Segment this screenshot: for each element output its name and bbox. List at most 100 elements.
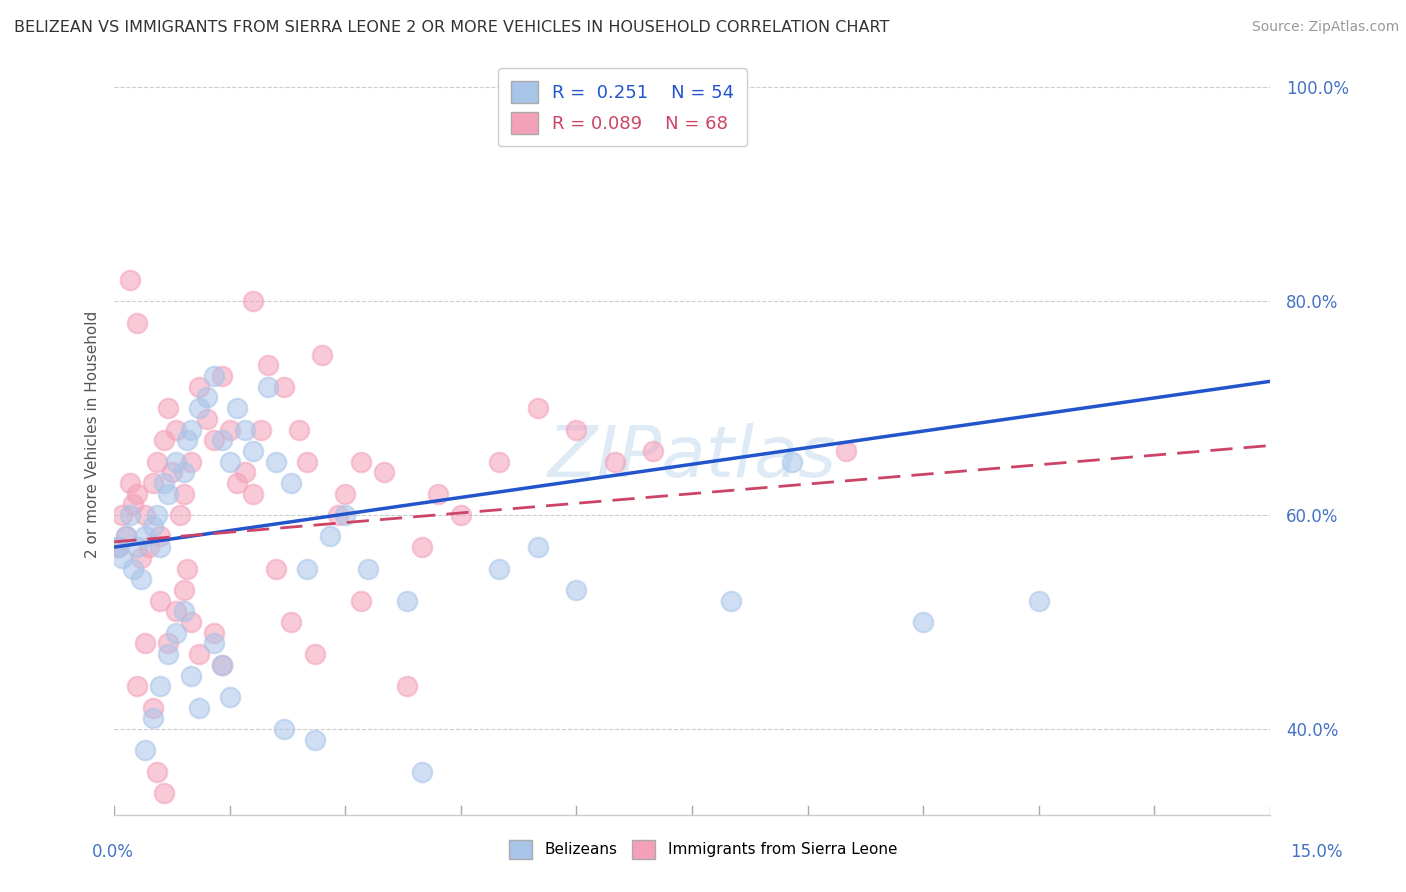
Point [157,401,180,416]
Point [202,636,225,650]
Point [912,615,935,629]
Point [153,433,176,447]
Point [118,508,141,522]
Point [273,722,295,736]
Point [565,423,588,437]
Point [311,348,333,362]
Point [218,454,240,468]
Point [720,593,742,607]
Point [169,508,191,522]
Point [153,786,176,800]
Point [1028,593,1050,607]
Point [138,540,160,554]
Point [142,700,165,714]
Point [288,423,311,437]
Text: Source: ZipAtlas.com: Source: ZipAtlas.com [1251,20,1399,34]
Point [180,615,202,629]
Point [257,359,280,373]
Point [149,529,172,543]
Point [395,679,418,693]
Point [134,508,156,522]
Point [180,454,202,468]
Point [122,561,145,575]
Point [242,294,264,309]
Legend: R =  0.251    N = 54, R = 0.089    N = 68: R = 0.251 N = 54, R = 0.089 N = 68 [498,68,747,146]
Point [280,475,302,490]
Point [411,764,433,779]
Point [180,668,202,682]
Point [127,316,149,330]
Point [304,647,326,661]
Y-axis label: 2 or more Vehicles in Household: 2 or more Vehicles in Household [86,311,100,558]
Point [335,486,357,500]
Point [195,412,218,426]
Point [187,700,209,714]
Point [176,561,198,575]
Point [233,423,256,437]
Point [111,550,134,565]
Point [118,273,141,287]
Point [295,561,318,575]
Point [780,454,803,468]
Point [304,732,326,747]
Text: BELIZEAN VS IMMIGRANTS FROM SIERRA LEONE 2 OR MORE VEHICLES IN HOUSEHOLD CORRELA: BELIZEAN VS IMMIGRANTS FROM SIERRA LEONE… [14,20,890,35]
Point [226,475,249,490]
Point [187,380,209,394]
Point [165,604,187,618]
Point [202,369,225,384]
Point [603,454,626,468]
Point [218,690,240,704]
Point [173,465,195,479]
Point [107,540,129,554]
Point [114,529,136,543]
Text: 0.0%: 0.0% [91,843,134,861]
Point [187,647,209,661]
Point [350,454,373,468]
Point [173,582,195,597]
Point [211,657,233,672]
Point [395,593,418,607]
Point [226,401,249,416]
Point [335,508,357,522]
Point [153,475,176,490]
Point [127,540,149,554]
Text: 15.0%: 15.0% [1291,843,1343,861]
Point [165,454,187,468]
Point [195,391,218,405]
Point [242,443,264,458]
Point [142,518,165,533]
Point [426,486,449,500]
Point [488,561,510,575]
Point [488,454,510,468]
Point [134,529,156,543]
Point [350,593,373,607]
Point [211,369,233,384]
Point [149,540,172,554]
Point [835,443,858,458]
Point [127,486,149,500]
Point [373,465,395,479]
Point [134,636,156,650]
Point [129,572,152,586]
Point [134,743,156,757]
Point [450,508,472,522]
Point [142,475,165,490]
Point [165,423,187,437]
Point [149,679,172,693]
Point [257,380,280,394]
Point [187,401,209,416]
Point [145,454,167,468]
Point [176,433,198,447]
Point [129,550,152,565]
Point [173,604,195,618]
Point [142,711,165,725]
Point [211,657,233,672]
Legend: Belizeans, Immigrants from Sierra Leone: Belizeans, Immigrants from Sierra Leone [503,834,903,864]
Point [527,401,550,416]
Point [114,529,136,543]
Point [233,465,256,479]
Point [202,433,225,447]
Point [527,540,550,554]
Point [411,540,433,554]
Point [202,625,225,640]
